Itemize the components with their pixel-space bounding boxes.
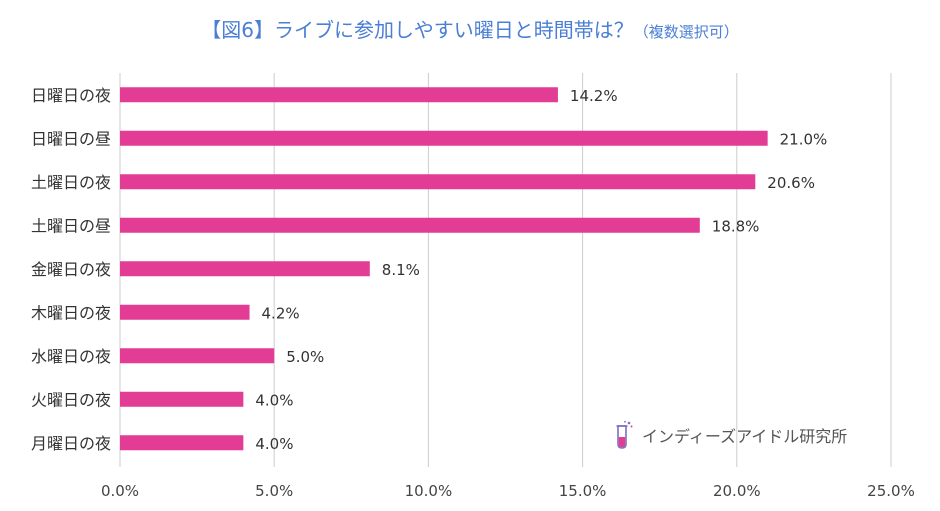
data-label: 5.0% [286, 348, 324, 366]
chart-title: 【図6】ライブに参加しやすい曜日と時間帯は？（複数選択可） [0, 14, 940, 43]
bar [120, 217, 700, 233]
bar [120, 391, 244, 407]
bar [120, 304, 250, 320]
category-label: 日曜日の昼 [31, 129, 111, 148]
data-label: 8.1% [382, 261, 420, 279]
data-label: 14.2% [570, 87, 618, 105]
category-label: 土曜日の夜 [31, 173, 111, 192]
bar [120, 261, 370, 277]
watermark: インディーズアイドル研究所 [612, 420, 847, 450]
data-label: 4.0% [255, 435, 293, 453]
bar [120, 174, 756, 190]
data-label: 18.8% [712, 217, 760, 235]
x-tick-label: 5.0% [255, 482, 293, 500]
x-tick-label: 20.0% [713, 482, 761, 500]
category-label: 日曜日の夜 [31, 86, 111, 105]
x-tick-label: 10.0% [405, 482, 453, 500]
data-label: 21.0% [780, 130, 828, 148]
data-label: 20.6% [767, 174, 815, 192]
bar [120, 130, 768, 146]
x-tick-label: 15.0% [559, 482, 607, 500]
chart-subtitle: （複数選択可） [633, 23, 739, 41]
bar [120, 87, 558, 103]
test-tube-icon [616, 420, 633, 449]
bar [120, 435, 244, 451]
category-label: 水曜日の夜 [31, 347, 111, 366]
category-label: 火曜日の夜 [31, 390, 111, 409]
chart-title-main: 【図6】ライブに参加しやすい曜日と時間帯は？ [201, 18, 634, 42]
category-label: 月曜日の夜 [31, 434, 111, 453]
category-label: 金曜日の夜 [31, 260, 111, 279]
category-label: 土曜日の昼 [31, 216, 111, 235]
data-label: 4.0% [255, 391, 293, 409]
bar [120, 348, 275, 364]
x-tick-label: 0.0% [101, 482, 139, 500]
category-label: 木曜日の夜 [31, 303, 111, 322]
watermark-text: インディーズアイドル研究所 [642, 427, 848, 446]
x-tick-label: 25.0% [867, 482, 915, 500]
data-label: 4.2% [262, 304, 300, 322]
